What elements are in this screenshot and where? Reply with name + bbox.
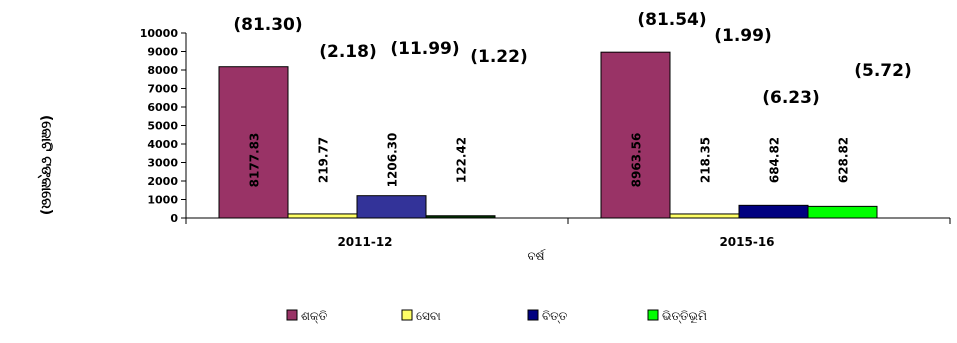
y-tick-label: 7000 [147, 83, 178, 96]
x-tick-label: 2015-16 [719, 235, 774, 249]
y-tick-label: 6000 [147, 101, 178, 114]
data-label: 1206.30 [386, 133, 400, 188]
share-label: (5.72) [854, 61, 911, 81]
share-label: (81.30) [233, 15, 302, 35]
legend-entry: ଭିତ୍ତିଭୂମି [662, 309, 707, 325]
bar [600, 51, 671, 219]
x-tick-label: 2011-12 [337, 235, 392, 249]
bar [356, 195, 427, 219]
bar [425, 215, 496, 219]
data-label: 122.42 [455, 137, 469, 183]
y-tick-label: 8000 [147, 64, 178, 77]
legend-swatch [647, 309, 659, 321]
legend-entry: ସେବା [416, 309, 441, 323]
share-label: (6.23) [762, 88, 819, 108]
value-labels: 8177.83 219.77 1206.30 122.42 8963.56 218.35 6… [233, 10, 911, 187]
data-label: 628.82 [837, 137, 851, 183]
data-label: 8177.83 [248, 133, 262, 188]
data-label: 219.77 [317, 137, 331, 183]
bar [287, 213, 358, 219]
legend-swatch [286, 309, 298, 321]
bars [218, 51, 878, 219]
y-tick-label: 4000 [147, 138, 178, 151]
legend-entry: ଶକ୍ତି [301, 309, 328, 323]
y-tick-label: 2000 [147, 175, 178, 188]
legend-swatch [401, 309, 413, 321]
bar [807, 205, 878, 219]
y-tick-label: 9000 [147, 46, 178, 59]
y-tick-label: 3000 [147, 157, 178, 170]
share-label: (2.18) [319, 42, 376, 62]
legend: ଶକ୍ତି ସେବା ବିତ୍ତ ଭିତ୍ତିଭୂମି [286, 309, 707, 325]
y-tick-label: 1000 [147, 194, 178, 207]
bar [738, 204, 809, 219]
share-label: (81.54) [637, 10, 706, 30]
data-label: 8963.56 [630, 133, 644, 188]
y-tick-label: 0 [170, 212, 178, 225]
y-tick-label: 10000 [140, 27, 179, 40]
share-label: (11.99) [390, 39, 459, 59]
legend-swatch [527, 309, 539, 321]
share-label: (1.22) [470, 47, 527, 67]
bar [218, 66, 289, 219]
bar [669, 213, 740, 219]
axes: 0 1000 2000 3000 4000 5000 6000 7000 8000 9000 100… [37, 27, 951, 263]
x-axis-title: ବର୍ଷ [527, 249, 546, 263]
data-label: 684.82 [768, 137, 782, 183]
share-label: (1.99) [714, 26, 771, 46]
data-label: 218.35 [699, 137, 713, 183]
y-tick-label: 5000 [147, 120, 178, 133]
legend-entry: ବିତ୍ତ [542, 309, 568, 323]
y-axis-title: (କୋଟି ଟଙ୍କାରେ) [37, 115, 54, 215]
